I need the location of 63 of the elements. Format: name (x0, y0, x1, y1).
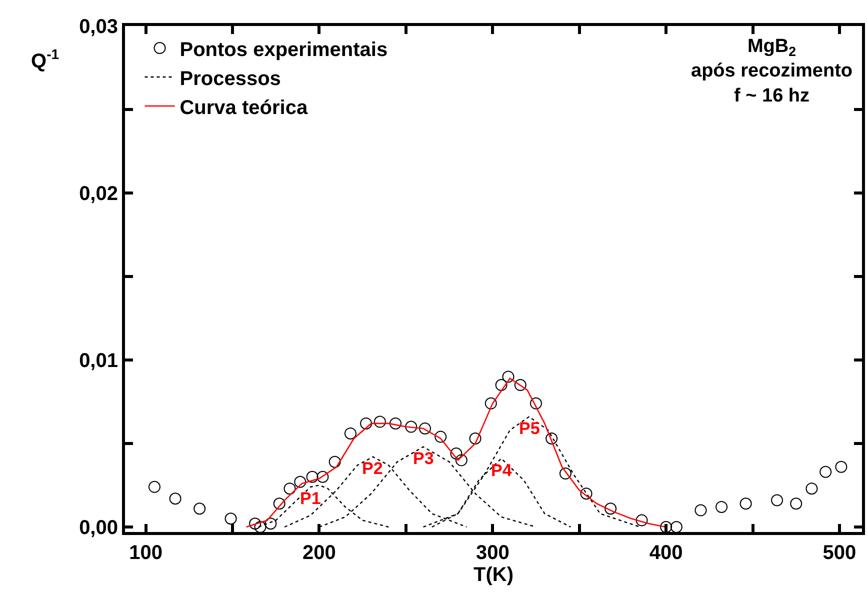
point (806, 482, 818, 495)
x-tick-label: 500 (822, 542, 856, 564)
point (559, 468, 572, 480)
point (546, 432, 558, 444)
point (169, 492, 182, 505)
y-tick-label: 0,01 (79, 350, 118, 372)
point (148, 480, 160, 493)
legend-label: Processos (180, 68, 281, 90)
annotation: P1 (300, 489, 321, 508)
point (790, 498, 802, 510)
point (328, 456, 341, 468)
point (264, 518, 277, 530)
point (294, 476, 306, 488)
point (194, 502, 206, 515)
point (495, 379, 508, 392)
point (604, 502, 617, 515)
point (249, 518, 262, 530)
annotation: P2 (362, 459, 383, 478)
point (306, 470, 318, 483)
y-tick-label: 0,02 (79, 183, 118, 205)
legend-label: Curva teórica (180, 96, 308, 119)
x-tick-label: 400 (649, 542, 683, 564)
y-axis-title: Q$^{-1}$ (31, 46, 60, 72)
point (771, 494, 784, 506)
y-tick-label: 0,00 (79, 516, 118, 539)
point (419, 422, 431, 434)
point (469, 432, 482, 444)
point (530, 397, 542, 410)
annotation: P4 (491, 461, 512, 480)
x-tick-label: 200 (302, 542, 336, 564)
x-tick-label: 100 (129, 542, 162, 564)
point (390, 417, 402, 430)
point (224, 512, 237, 525)
point (273, 498, 286, 510)
point (660, 520, 672, 532)
point (740, 498, 752, 510)
point (434, 430, 447, 443)
point (716, 500, 728, 513)
annotation: P5 (519, 419, 540, 438)
point (316, 470, 329, 483)
x-tick-label: 300 (476, 542, 510, 564)
point (344, 427, 356, 440)
point (694, 504, 707, 516)
point (254, 520, 266, 532)
point (514, 379, 526, 392)
point (374, 416, 386, 428)
point (670, 520, 682, 532)
x-axis-title: T(K) (474, 564, 514, 586)
point (502, 370, 514, 383)
point (820, 466, 832, 478)
point (484, 397, 497, 410)
point (450, 448, 462, 460)
point (405, 420, 418, 433)
annotation: P3 (413, 449, 434, 468)
point (455, 454, 468, 466)
point (580, 488, 592, 500)
legend-label: Pontos experimentais (180, 38, 388, 61)
point (636, 514, 648, 526)
y-tick-label: 0,03 (79, 16, 118, 38)
point (360, 417, 372, 430)
point (284, 482, 296, 495)
point (835, 460, 848, 473)
annotation: MgB$_{2}$ após recozimento f ~ 16 hz (691, 36, 853, 106)
